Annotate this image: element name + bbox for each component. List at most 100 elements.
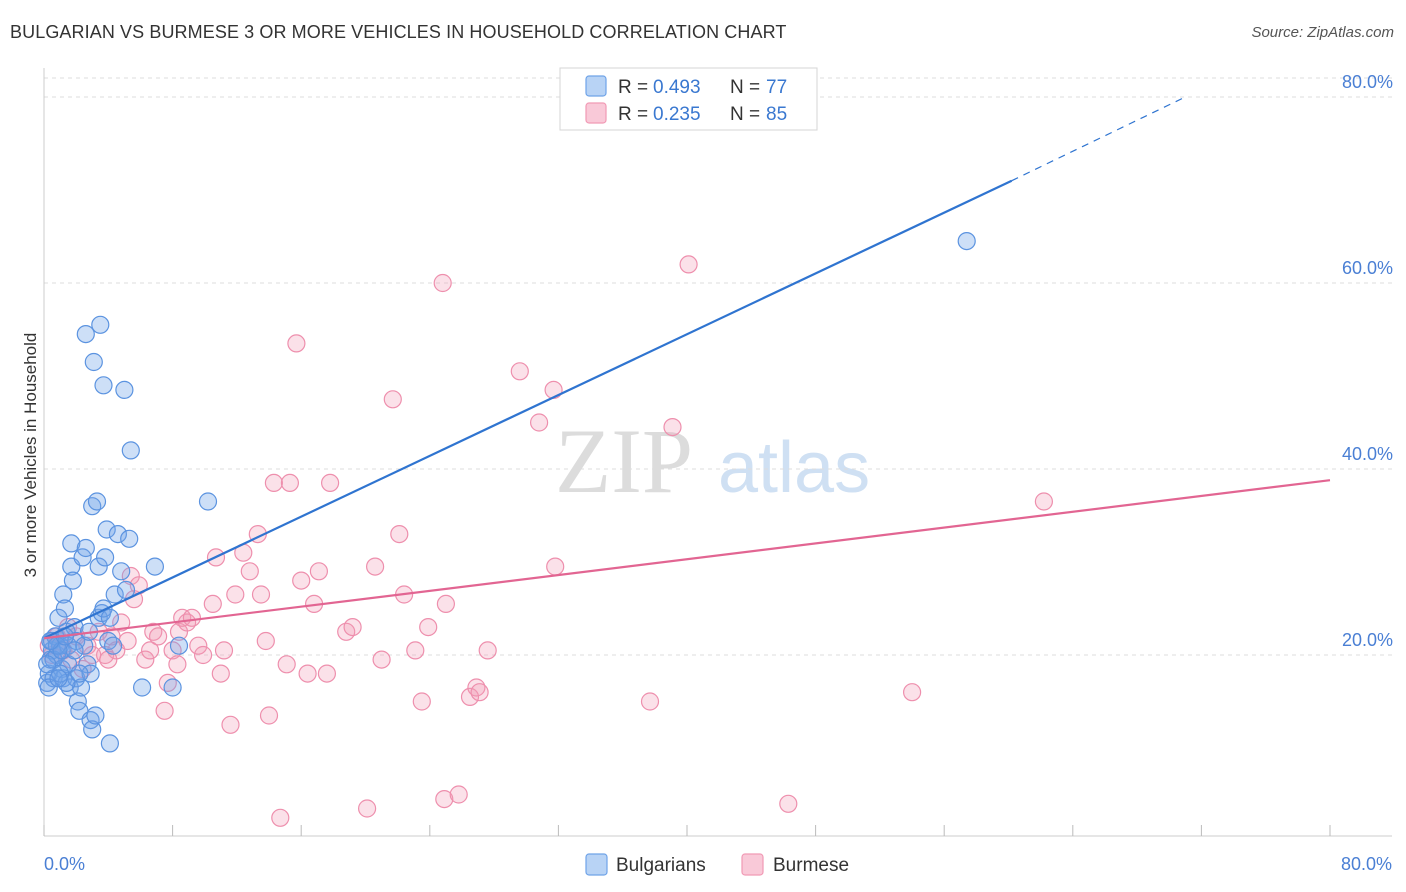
burmese-point [309, 562, 328, 581]
bulgarian-points [38, 232, 976, 753]
burmese-point [226, 585, 245, 604]
watermark: ZIP atlas [555, 410, 870, 512]
burmese-point [663, 418, 682, 437]
burmese-point [412, 692, 431, 711]
burmese-point [214, 641, 234, 660]
burmese-point [679, 255, 698, 274]
burmese-point [182, 608, 201, 627]
burmese-point [298, 664, 317, 683]
bulgarian-point [55, 599, 75, 618]
trendlines [43, 96, 1331, 640]
bulgarian-point [112, 562, 131, 581]
burmese-point [406, 641, 425, 660]
burmese-point [435, 789, 454, 809]
burmese-point [510, 362, 529, 381]
y-tick-label: 80.0% [1342, 72, 1393, 92]
x-tick-label-max: 80.0% [1341, 854, 1392, 874]
burmese-point [136, 650, 155, 669]
bulgarian-point [71, 678, 91, 697]
bottom-legend-swatch-bulgarians [585, 853, 608, 876]
bulgarian-point [103, 636, 123, 655]
trendline-extension-bulgarians [1011, 96, 1186, 182]
bulgarian-point [94, 376, 113, 395]
bottom-legend-label-burmese: Burmese [773, 855, 849, 876]
burmese-point [433, 273, 452, 293]
bulgarian-point [198, 492, 218, 511]
bulgarian-point [169, 636, 189, 655]
bulgarian-point [95, 548, 115, 567]
burmese-point [149, 627, 168, 646]
burmese-point [366, 557, 385, 576]
bulgarian-point [38, 655, 57, 674]
burmese-point [419, 617, 438, 637]
bottom-legend: Bulgarians Burmese [585, 853, 849, 876]
legend-n-label-2: N = [730, 104, 760, 125]
burmese-point [317, 664, 336, 683]
y-tick-label: 40.0% [1342, 444, 1393, 464]
burmese-point [141, 641, 160, 660]
legend-n-value-2: 85 [766, 104, 787, 125]
burmese-point [372, 650, 391, 669]
burmese-point [112, 613, 131, 632]
watermark-zip: ZIP [555, 410, 693, 512]
burmese-point [211, 664, 230, 683]
bulgarian-point [133, 678, 152, 697]
burmese-point [321, 473, 340, 492]
y-tick-label: 60.0% [1342, 258, 1393, 278]
burmese-point [240, 562, 259, 581]
bulgarian-point [163, 678, 182, 697]
bulgarian-point [84, 352, 103, 372]
burmese-point [277, 655, 296, 674]
burmese-point [1034, 492, 1054, 511]
burmese-point [383, 390, 402, 409]
bulgarian-point [87, 492, 107, 511]
bulgarian-point [97, 520, 116, 539]
burmese-point [189, 636, 208, 655]
burmese-point [118, 631, 137, 651]
burmese-point [343, 617, 362, 637]
burmese-point [529, 413, 549, 432]
bulgarian-point [145, 557, 164, 576]
burmese-point [203, 594, 222, 614]
bulgarian-point [108, 524, 128, 544]
bulgarian-point [49, 608, 68, 627]
bulgarian-point [105, 585, 124, 604]
legend-r-label-1: R = [618, 77, 648, 98]
burmese-points [39, 255, 1054, 827]
burmese-point [168, 655, 187, 674]
burmese-point [358, 799, 377, 818]
bulgarian-point [115, 380, 134, 399]
bulgarian-point [63, 571, 83, 590]
bulgarian-point [62, 534, 81, 553]
burmese-point [271, 808, 290, 827]
burmese-point [287, 334, 306, 353]
bottom-legend-label-bulgarians: Bulgarians [616, 855, 706, 876]
burmese-point [436, 594, 455, 614]
bulgarian-point [70, 664, 89, 683]
source-label: Source: ZipAtlas.com [1251, 24, 1394, 41]
bulgarian-point [83, 720, 102, 739]
trendline-burmese [43, 479, 1331, 640]
bulgarian-point [100, 608, 120, 627]
burmese-point [478, 641, 497, 660]
trendline-bulgarians [43, 179, 1013, 640]
burmese-point [259, 706, 279, 725]
burmese-point [544, 380, 563, 399]
burmese-point [390, 524, 409, 544]
bulgarian-point [75, 636, 94, 655]
x-tick-label-min: 0.0% [44, 854, 85, 874]
burmese-point [460, 687, 480, 707]
legend-swatch-burmese [585, 102, 607, 124]
bulgarian-point [100, 734, 120, 753]
burmese-point [251, 585, 271, 604]
burmese-point [256, 631, 275, 651]
bottom-legend-swatch-burmese [741, 853, 764, 876]
legend-r-label-2: R = [618, 104, 648, 125]
burmese-point [194, 645, 213, 665]
burmese-point [264, 473, 283, 492]
burmese-point [292, 571, 311, 590]
bulgarian-point [65, 641, 84, 660]
burmese-point [221, 715, 240, 734]
burmese-point [640, 692, 660, 711]
bulgarian-point [68, 692, 87, 711]
